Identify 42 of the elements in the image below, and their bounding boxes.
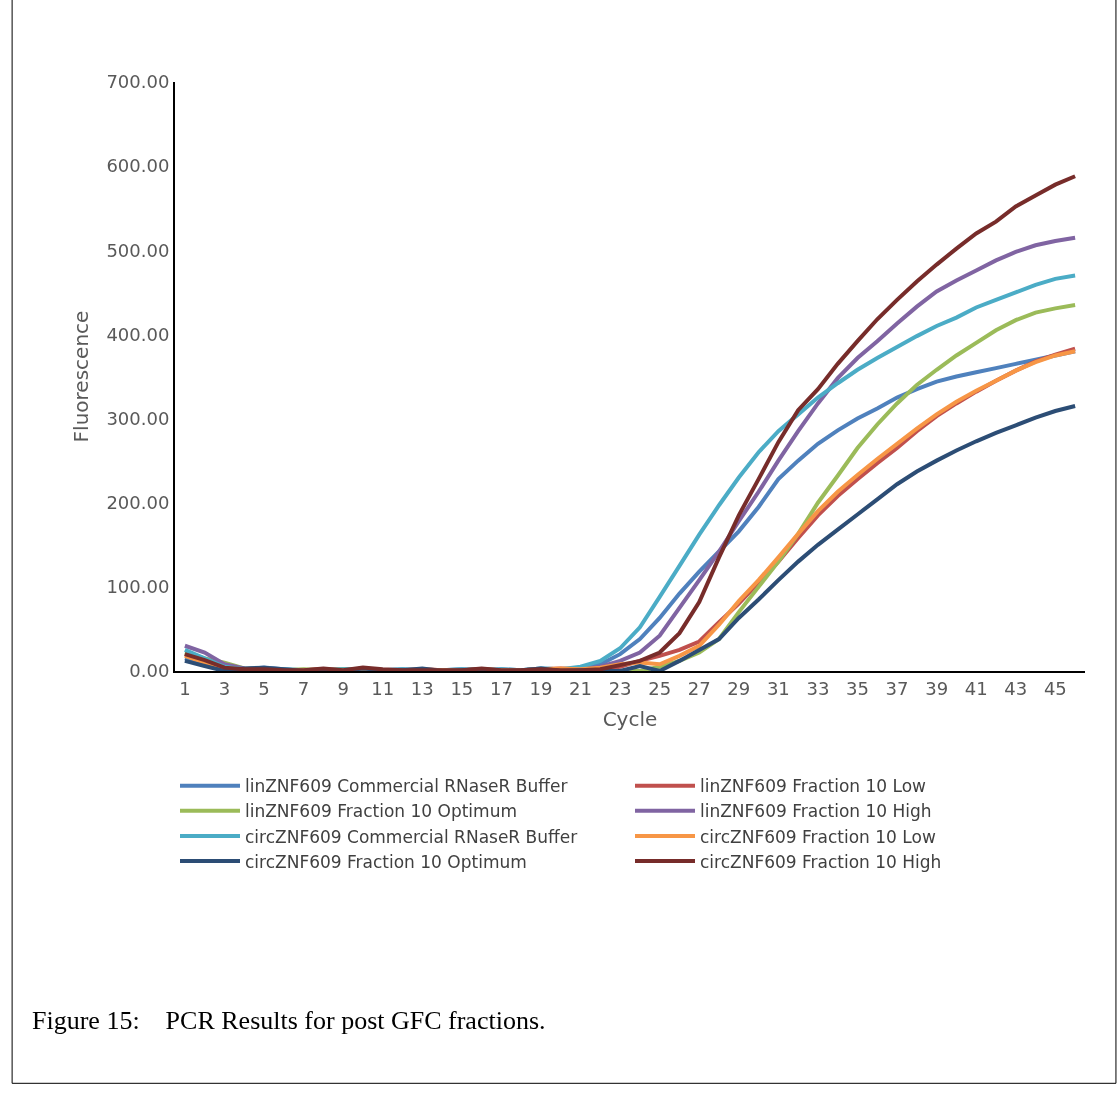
x-tick-label: 7 xyxy=(297,677,310,699)
x-tick-label: 41 xyxy=(964,677,988,699)
x-tick-label: 37 xyxy=(885,677,909,699)
x-tick-label: 1 xyxy=(179,677,191,699)
y-tick-label: 300.00 xyxy=(106,407,170,429)
legend-label: circZNF609 Fraction 10 High xyxy=(700,851,942,872)
x-axis-title: Cycle xyxy=(602,706,658,731)
y-tick-label: 100.00 xyxy=(106,576,170,598)
x-tick-label: 43 xyxy=(1004,677,1028,699)
x-tick-label: 33 xyxy=(806,677,830,699)
x-tick-label: 29 xyxy=(727,677,751,699)
legend-label: linZNF609 Fraction 10 Optimum xyxy=(245,801,517,822)
x-tick-label: 27 xyxy=(687,677,711,699)
x-tick-label: 13 xyxy=(410,677,434,699)
x-tick-label: 21 xyxy=(569,677,592,699)
legend-label: linZNF609 Fraction 10 High xyxy=(700,801,932,822)
x-tick-label: 5 xyxy=(258,677,270,699)
legend-label: circZNF609 Fraction 10 Low xyxy=(700,826,936,847)
x-tick-label: 31 xyxy=(766,677,790,699)
x-tick-label: 11 xyxy=(371,677,395,699)
y-tick-label: 500.00 xyxy=(106,239,170,261)
x-tick-label: 35 xyxy=(846,677,869,699)
y-tick-label: 700.00 xyxy=(106,71,170,93)
legend-label: linZNF609 Commercial RNaseR Buffer xyxy=(245,776,568,797)
x-tick-label: 25 xyxy=(648,677,672,699)
y-tick-label: 200.00 xyxy=(106,492,170,514)
x-tick-label: 15 xyxy=(450,677,474,699)
x-tick-label: 39 xyxy=(925,677,949,699)
legend-label: circZNF609 Fraction 10 Optimum xyxy=(245,851,527,872)
y-axis-title: Fluorescence xyxy=(69,310,94,443)
legend-label: linZNF609 Fraction 10 Low xyxy=(700,776,927,797)
legend-label: circZNF609 Commercial RNaseR Buffer xyxy=(245,826,578,847)
y-tick-label: 0.00 xyxy=(129,660,170,682)
y-tick-label: 400.00 xyxy=(106,323,170,345)
x-tick-label: 3 xyxy=(218,677,231,699)
x-tick-label: 9 xyxy=(337,677,349,699)
caption: Figure 15: PCR Results for post GFC fractions. xyxy=(32,1006,546,1035)
y-tick-label: 600.00 xyxy=(106,155,170,177)
x-tick-label: 45 xyxy=(1043,677,1067,699)
x-tick-label: 17 xyxy=(489,677,513,699)
x-tick-label: 23 xyxy=(608,677,632,699)
x-tick-label: 19 xyxy=(529,677,553,699)
